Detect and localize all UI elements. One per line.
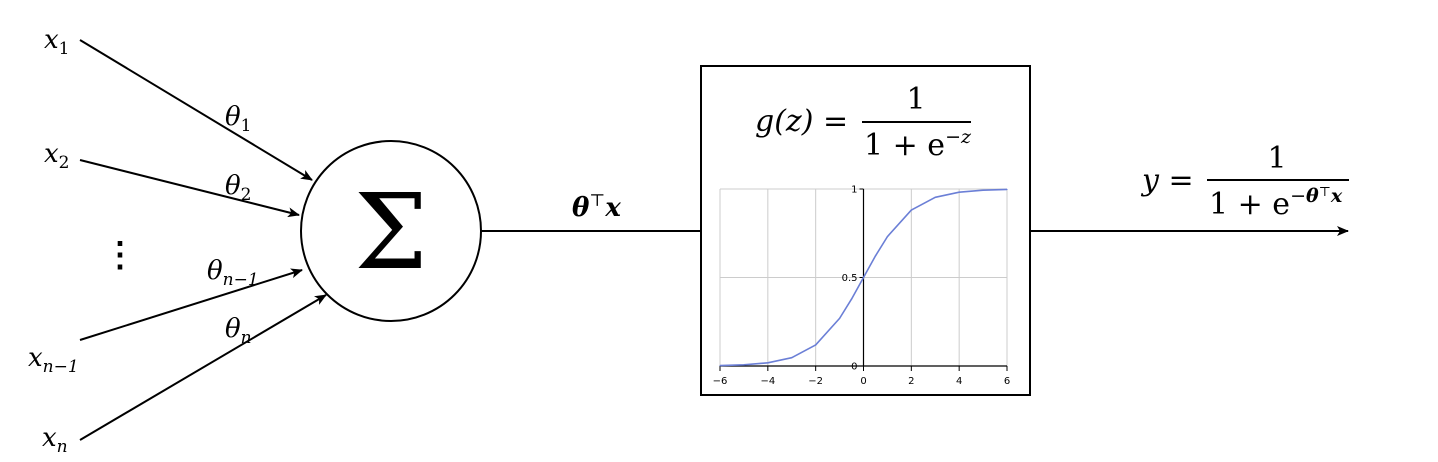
sigmoid-point	[838, 317, 841, 319]
input-ellipsis: ⋮	[103, 235, 137, 275]
output-denominator: 1 + e−θ⊤x	[1209, 185, 1343, 222]
sigmoid-point	[850, 298, 853, 300]
weight-label-n: θn	[225, 314, 252, 348]
sigmoid-point	[874, 255, 877, 257]
x-tick-label: −2	[808, 376, 823, 387]
input-arrow-n-1	[79, 268, 303, 341]
sigmoid-point	[934, 196, 936, 198]
y-tick-label: 0.5	[842, 273, 858, 284]
sigmoid-point	[815, 344, 817, 346]
input-label-1: x1	[44, 25, 70, 59]
activation-denominator: 1 + e−z	[864, 126, 972, 163]
x-tick-label: −4	[760, 376, 775, 387]
weight-label-n-1: θn−1	[207, 256, 259, 290]
weight-label-2: θ2	[225, 171, 251, 205]
y-tick-label: 0	[851, 362, 857, 373]
input-arrow-2	[79, 159, 300, 218]
input-arrow-1	[79, 39, 313, 181]
sigmoid-point	[767, 362, 769, 364]
sigmoid-point	[886, 236, 889, 238]
sigmoid-point	[958, 191, 960, 193]
sigmoid-point	[719, 364, 721, 367]
sigmoid-chart: −6 −4 −2 0 2 4 6 0 0.5 1	[713, 185, 1011, 388]
weight-label-1: θ1	[225, 102, 251, 136]
x-tick-label: 6	[1004, 376, 1010, 387]
x-tick-label: 0	[860, 376, 866, 387]
x-tick-label: −6	[713, 376, 728, 387]
y-tick-label: 1	[851, 185, 857, 196]
sum-symbol: Σ	[354, 171, 428, 293]
input-label-2: x2	[44, 139, 70, 173]
sigmoid-point	[862, 276, 865, 279]
input-arrow-n	[79, 294, 327, 441]
sigmoid-point	[791, 357, 793, 359]
output-numerator: 1	[1267, 141, 1286, 176]
sigmoid-point	[982, 189, 984, 191]
output-lhs: y =	[1140, 163, 1194, 198]
sigmoid-point	[743, 364, 745, 366]
activation-numerator: 1	[906, 82, 925, 117]
input-label-n-1: xn−1	[28, 343, 79, 377]
x-tick-label: 4	[956, 376, 962, 387]
sigmoid-point	[910, 209, 912, 211]
input-label-n: xn	[42, 423, 68, 457]
activation-lhs: g(z) =	[755, 104, 848, 139]
activation-box	[700, 65, 1031, 396]
x-tick-label: 2	[908, 376, 914, 387]
sigmoid-point	[1006, 188, 1008, 191]
linear-output-label: θ⊤x	[572, 191, 621, 223]
